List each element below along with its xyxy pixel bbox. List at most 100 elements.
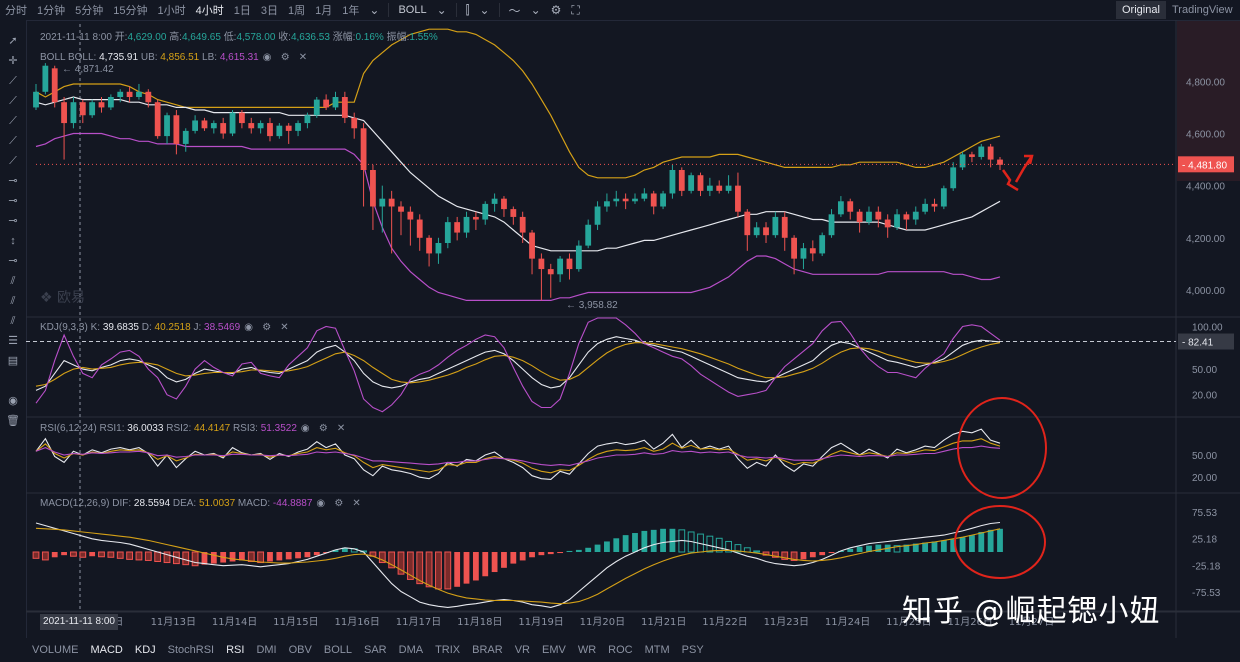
- macd-histogram-bar: [332, 549, 339, 552]
- timeframe-tab[interactable]: 5分钟: [75, 5, 104, 17]
- indicator-dmi[interactable]: DMI: [256, 644, 277, 656]
- indicator-rsi[interactable]: RSI: [226, 644, 245, 656]
- candle-body: [950, 167, 957, 189]
- macd-histogram-bar: [800, 552, 807, 560]
- candle-body: [669, 170, 676, 194]
- macd-histogram-bar: [585, 547, 592, 552]
- vertical-line-icon[interactable]: ↕: [10, 235, 16, 247]
- chevron-down-icon[interactable]: ⌄: [479, 3, 490, 17]
- indicator-wr[interactable]: WR: [577, 644, 597, 656]
- timeframe-tab[interactable]: 1年: [342, 5, 360, 17]
- candle-body: [201, 120, 208, 129]
- time-tick-label: 11月27日: [1009, 616, 1054, 628]
- indicator-vr[interactable]: VR: [514, 644, 530, 656]
- macd-histogram-bar: [416, 551, 424, 585]
- timeframe-tab[interactable]: 15分钟: [113, 5, 148, 17]
- toolbar-divider: [388, 3, 390, 17]
- timeframe-tab-active[interactable]: 4小时: [195, 5, 224, 17]
- price-line-icon[interactable]: ⊸: [8, 215, 18, 227]
- line-type-icon[interactable]: 〜: [508, 3, 521, 18]
- time-tick-label: 11月16日: [334, 616, 379, 628]
- candle-body: [61, 102, 67, 124]
- eye-icon[interactable]: ◉: [8, 395, 18, 407]
- legends: 2021-11-11 8:00 开:4,629.00 高:4,649.65 低:…: [40, 30, 438, 509]
- candle-body: [678, 170, 685, 191]
- timeframe-tab[interactable]: 1分钟: [37, 5, 66, 17]
- candle-body: [660, 193, 666, 207]
- ohlc-readout: 2021-11-11 8:00 开:4,629.00 高:4,649.65 低:…: [40, 30, 438, 43]
- macd-histogram-bar: [510, 552, 517, 564]
- trend-line-icon[interactable]: ⟋: [9, 75, 17, 87]
- macd-histogram-bar: [229, 552, 236, 562]
- time-tick-label: 11月22日: [702, 616, 747, 628]
- arrow-line-icon[interactable]: ⟋: [9, 135, 17, 147]
- indicator-mtm[interactable]: MTM: [644, 644, 670, 656]
- settings-icon[interactable]: ⚙: [550, 3, 562, 17]
- candlestick-type-icon[interactable]: ⫿: [465, 2, 470, 17]
- indicator-dma[interactable]: DMA: [398, 644, 424, 656]
- indicator-sar[interactable]: SAR: [364, 644, 387, 656]
- indicator-roc[interactable]: ROC: [608, 644, 633, 656]
- rsi-RSI2-line: [35, 438, 1001, 474]
- macd-histogram-bar: [940, 540, 947, 552]
- horizontal-ray-icon[interactable]: ⊸: [8, 195, 18, 207]
- candle-body: [772, 216, 779, 236]
- timeframe-tab[interactable]: 1周: [288, 5, 306, 17]
- macd-histogram-bar: [257, 551, 265, 564]
- candle-body: [472, 216, 479, 220]
- candle-body: [164, 115, 170, 137]
- indicator-stochrsi[interactable]: StochRSI: [167, 644, 215, 656]
- cross-line-icon[interactable]: ⊸: [8, 255, 18, 267]
- fib-retracement-icon[interactable]: ☰: [8, 335, 18, 347]
- indicator-volume[interactable]: VOLUME: [32, 644, 79, 656]
- candle-body: [407, 211, 414, 220]
- eye-icon: ◉: [244, 322, 253, 333]
- macd-histogram-bar: [435, 551, 442, 590]
- candle-body: [370, 170, 376, 207]
- candle-body: [285, 125, 292, 131]
- regression-icon[interactable]: ⫽: [10, 295, 16, 307]
- rsi-pane: [35, 428, 1001, 480]
- indicator-brar[interactable]: BRAR: [472, 644, 503, 656]
- crosshair-icon[interactable]: ✛: [8, 55, 18, 67]
- view-tradingview-button[interactable]: TradingView: [1172, 4, 1233, 16]
- fullscreen-icon[interactable]: ⛶: [571, 2, 580, 17]
- candle-body: [210, 123, 217, 129]
- indicator-kdj[interactable]: KDJ: [134, 644, 156, 656]
- indicator-trix[interactable]: TRIX: [435, 644, 461, 656]
- timeframe-tab[interactable]: 分时: [5, 5, 27, 17]
- rsi-RSI3-line: [35, 445, 1001, 466]
- gann-icon[interactable]: ▤: [7, 355, 19, 367]
- pitchfork-icon[interactable]: ⫽: [10, 315, 16, 327]
- macd-histogram-bar: [856, 546, 863, 552]
- extended-line-icon[interactable]: ⟋: [9, 115, 17, 127]
- chevron-down-icon[interactable]: ⌄: [436, 3, 447, 17]
- kdj-value-label: - 82.41: [1182, 338, 1214, 349]
- trash-icon[interactable]: 🗑: [6, 415, 20, 427]
- view-original-button[interactable]: Original: [1116, 1, 1166, 19]
- parallel-channel-icon[interactable]: ⫽: [10, 275, 16, 287]
- candle-body: [969, 154, 975, 157]
- indicator-select[interactable]: BOLL: [398, 4, 427, 16]
- horizontal-line-icon[interactable]: ⊸: [8, 175, 18, 187]
- chevron-down-icon[interactable]: ⌄: [530, 3, 541, 17]
- timeframe-tab[interactable]: 1月: [315, 5, 333, 17]
- candle-body: [566, 258, 573, 270]
- cursor-icon[interactable]: ➚: [8, 35, 18, 47]
- ray-icon[interactable]: ⟋: [9, 95, 17, 107]
- indicator-boll[interactable]: BOLL: [323, 644, 352, 656]
- pane-legend: BOLL BOLL: 4,735.91 UB: 4,856.51 LB: 4,6…: [40, 52, 259, 63]
- candle-body: [267, 123, 273, 137]
- chevron-down-icon[interactable]: ⌄: [369, 3, 380, 17]
- candle-body: [257, 123, 264, 129]
- indicator-emv[interactable]: EMV: [541, 644, 566, 656]
- timeframe-tab[interactable]: 3日: [260, 5, 278, 17]
- info-line-icon[interactable]: ⟋: [9, 155, 17, 167]
- timeframe-tab[interactable]: 1小时: [157, 5, 186, 17]
- timeframe-tab[interactable]: 1日: [233, 5, 251, 17]
- indicator-obv[interactable]: OBV: [288, 644, 312, 656]
- indicator-psy[interactable]: PSY: [681, 644, 704, 656]
- macd-dea-line: [35, 527, 1001, 605]
- indicator-macd[interactable]: MACD: [90, 644, 123, 656]
